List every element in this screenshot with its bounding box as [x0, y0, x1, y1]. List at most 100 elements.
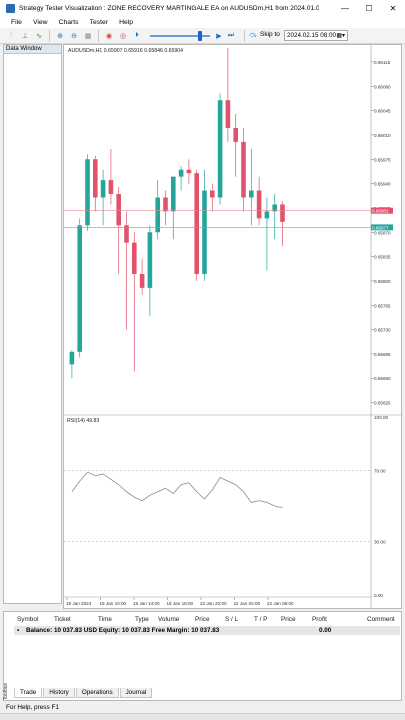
candle-body: [217, 100, 223, 198]
maximize-button[interactable]: ☐: [365, 3, 373, 13]
data-window-panel: Data Window: [3, 44, 62, 604]
candle-body: [124, 225, 129, 243]
menu-help[interactable]: Help: [119, 18, 134, 26]
close-button[interactable]: ✕: [389, 3, 397, 13]
grid-icon[interactable]: ▦: [84, 33, 92, 40]
skip-icon[interactable]: ⤼: [249, 32, 257, 39]
skip-date-value: 2024.02.15 08:00: [287, 32, 337, 39]
col-tp[interactable]: T / P: [254, 616, 268, 623]
menu-view[interactable]: View: [32, 18, 48, 26]
app-icon: [6, 3, 15, 13]
candles-icon[interactable]: ⫶: [10, 32, 12, 39]
bars-icon[interactable]: ⊥: [21, 33, 29, 40]
time-tick-label: 19 Jan 14:00: [133, 601, 160, 606]
time-tick-label: 19 Jan 10:00: [100, 601, 127, 606]
status-bar: For Help, press F1: [0, 703, 405, 713]
price-tick-label: 0.65870: [374, 230, 391, 235]
candle-body: [69, 351, 75, 365]
tab-trade[interactable]: Trade: [14, 688, 43, 698]
candle-body: [241, 141, 246, 198]
col-time[interactable]: Time: [98, 616, 112, 623]
time-tick-label: 19 Jan 18:00: [167, 601, 194, 606]
candle-body: [272, 204, 277, 212]
speed-slider[interactable]: [150, 35, 210, 37]
price-tick-label: 0.66115: [374, 60, 391, 65]
toolbox-side-label: Toolbox: [3, 683, 9, 701]
menu-charts[interactable]: Charts: [58, 18, 79, 26]
step-icon[interactable]: ⏵: [135, 32, 139, 39]
balance-bullet-icon: ▪: [17, 627, 20, 634]
rsi-line: [71, 471, 283, 509]
play-icon[interactable]: ▶: [216, 33, 222, 40]
speed-slider-thumb[interactable]: [197, 31, 202, 41]
tab-journal[interactable]: Journal: [119, 688, 153, 698]
rsi-tick-label: 100.00: [374, 415, 388, 420]
price-tick-label: 0.65940: [374, 182, 391, 187]
fast-forward-icon[interactable]: ⏭: [227, 32, 235, 39]
price-tick-label: 0.65625: [374, 401, 391, 406]
menu-tester[interactable]: Tester: [89, 18, 109, 26]
time-tick-label: 22 Jan 02:00: [234, 601, 261, 606]
calendar-dropdown-icon[interactable]: ▦▾: [336, 33, 345, 39]
candle-body: [178, 169, 184, 177]
rsi-header: RSI(14) 49.83: [67, 418, 99, 424]
time-tick-label: 22 Jan 22:00: [200, 601, 227, 606]
time-tick-label: 19 Jan 2024: [66, 601, 92, 606]
stop-icon[interactable]: ◎: [119, 33, 127, 40]
rsi-tick-label: 70.00: [374, 468, 386, 473]
skip-to-label: Skip to: [260, 31, 280, 38]
col-comment[interactable]: Comment: [367, 616, 395, 623]
toolbar: ⫶ ⊥ ∿ ⊕ ⊖ ▦ ◉ ◎ ⏵ ▶ ⏭ ⤼ Skip to 2024.02.…: [0, 28, 405, 44]
price-tick-label: 0.66080: [374, 84, 391, 89]
candle-body: [100, 180, 106, 198]
candle-body: [139, 273, 145, 288]
candle-body: [116, 194, 121, 226]
price-tick-label: 0.65800: [374, 279, 391, 284]
col-type[interactable]: Type: [135, 616, 149, 623]
candle-body: [155, 197, 160, 233]
bid-price-badge: [371, 224, 393, 231]
col-sl[interactable]: S / L: [225, 616, 239, 623]
price-tick-label: 0.65975: [374, 157, 391, 162]
time-tick-label: 22 Jan 06:00: [267, 601, 294, 606]
candle-body: [210, 190, 215, 198]
tab-operations[interactable]: Operations: [75, 688, 119, 698]
candle-body: [85, 159, 90, 226]
candle-body: [186, 169, 192, 174]
price-tick-label: 0.65835: [374, 255, 391, 260]
col-volume[interactable]: Volume: [158, 616, 180, 623]
line-chart-icon[interactable]: ∿: [36, 33, 42, 40]
price-tick-label: 0.65730: [374, 328, 391, 333]
balance-row[interactable]: ▪ Balance: 10 037.83 USD Equity: 10 037.…: [14, 626, 400, 635]
candle-body: [171, 176, 176, 212]
tab-history[interactable]: History: [43, 688, 75, 698]
candle-body: [132, 242, 137, 274]
skip-date-input[interactable]: 2024.02.15 08:00 ▦▾: [284, 30, 348, 41]
title-bar: Strategy Tester Visualization : ZONE REC…: [0, 0, 405, 16]
chart-area[interactable]: AUDUSDm,H1 0.65907 0.65916 0.65846 0.659…: [63, 44, 402, 609]
data-window-title: Data Window: [4, 45, 61, 54]
balance-text: Balance: 10 037.83 USD Equity: 10 037.83…: [26, 627, 220, 634]
col-profit[interactable]: Profit: [312, 616, 327, 623]
menu-file[interactable]: File: [11, 18, 22, 26]
minimize-button[interactable]: —: [341, 3, 349, 13]
bid-price-label: 0.65877: [372, 225, 389, 230]
col-price[interactable]: Price: [195, 616, 210, 623]
price-chart-svg[interactable]: AUDUSDm,H1 0.65907 0.65916 0.65846 0.659…: [64, 45, 401, 608]
ask-price-badge: [371, 207, 393, 214]
zoom-out-icon[interactable]: ⊖: [71, 33, 77, 40]
candle-body: [147, 232, 153, 288]
candle-body: [194, 173, 199, 274]
col-symbol[interactable]: Symbol: [17, 616, 39, 623]
zoom-in-icon[interactable]: ⊕: [57, 33, 63, 40]
price-tick-label: 0.65660: [374, 376, 391, 381]
balance-profit: 0.00: [319, 627, 332, 634]
bottom-strip: [0, 713, 405, 720]
col-current-price[interactable]: Price: [281, 616, 296, 623]
col-ticket[interactable]: Ticket: [54, 616, 71, 623]
candle-body: [264, 211, 270, 219]
symbol-header: AUDUSDm,H1 0.65907 0.65916 0.65846 0.659…: [68, 48, 183, 54]
price-tick-label: 0.65695: [374, 352, 391, 357]
pause-icon[interactable]: ◉: [105, 33, 113, 40]
